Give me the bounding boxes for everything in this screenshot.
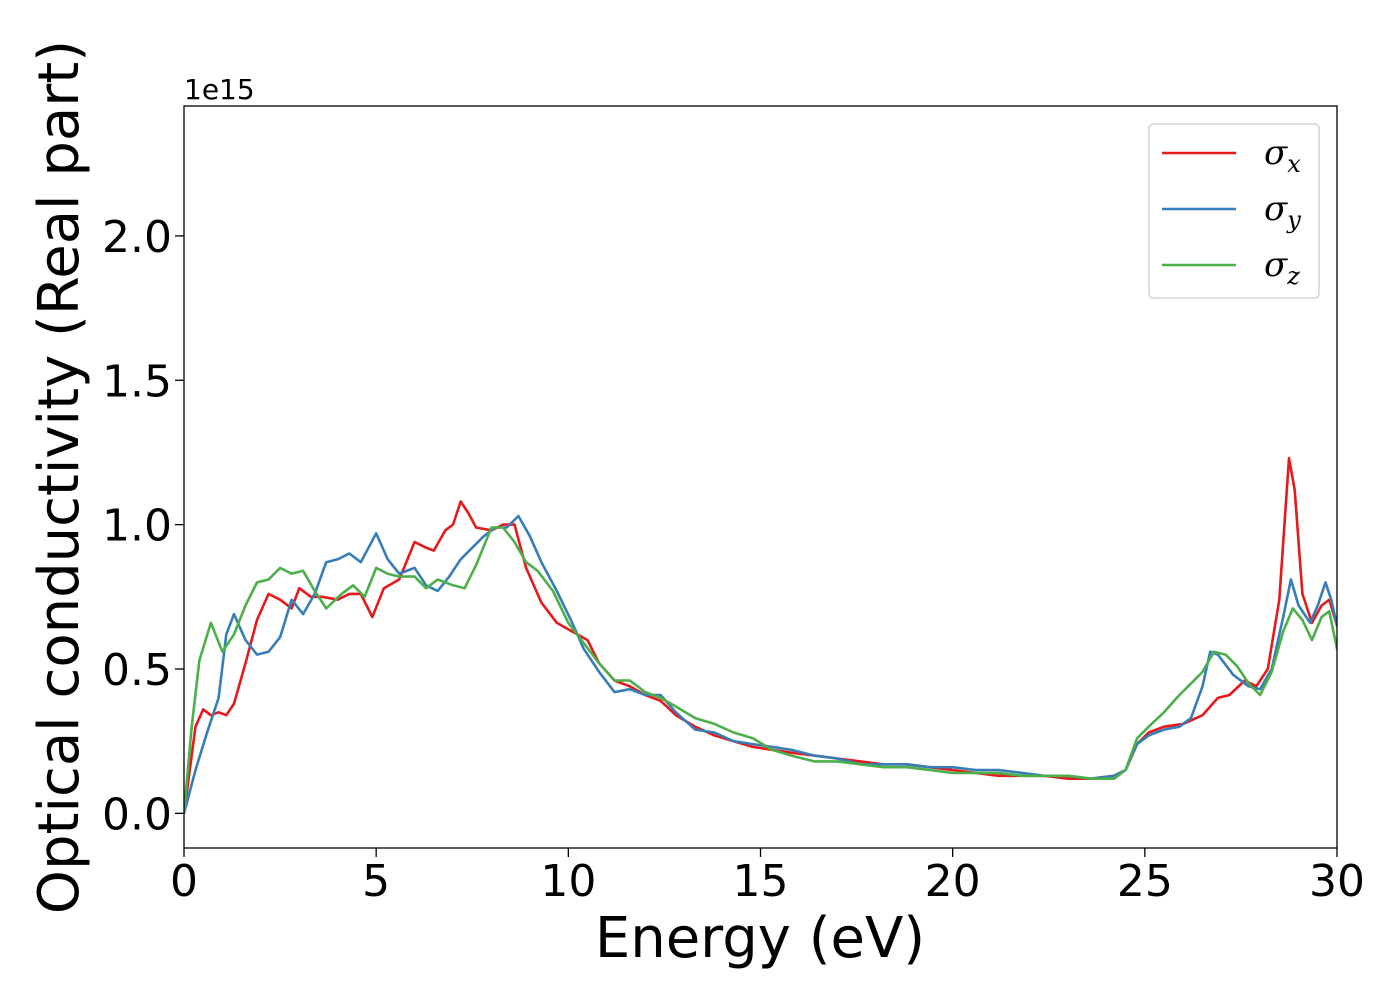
x-tick-label: 20 [925,856,981,907]
x-tick-label: 0 [170,856,198,907]
y-tick-label: 0.5 [102,645,172,696]
plot-lines [184,456,1337,815]
x-tick-label: 5 [362,856,390,907]
legend-frame [1148,123,1320,299]
x-tick-label: 25 [1117,856,1173,907]
y-axis-ticks: 0.0 0.5 1.0 1.5 2.0 [102,212,184,840]
x-tick-label: 15 [733,856,789,907]
x-axis-label: Energy (eV) [595,906,925,971]
y-offset-text: 1e15 [184,73,255,106]
y-axis-label: Optical conductivity (Real part) [27,40,92,914]
series-line-y [184,514,1337,815]
series-line-z [184,526,1337,815]
x-tick-label: 10 [540,856,596,907]
x-axis-ticks: 0 5 10 15 20 25 30 [170,848,1365,907]
y-tick-label: 0.0 [102,789,172,840]
y-tick-label: 1.0 [102,501,172,552]
x-tick-label: 30 [1309,856,1365,907]
series-line-x [184,456,1337,815]
y-tick-label: 2.0 [102,212,172,263]
y-tick-label: 1.5 [102,356,172,407]
